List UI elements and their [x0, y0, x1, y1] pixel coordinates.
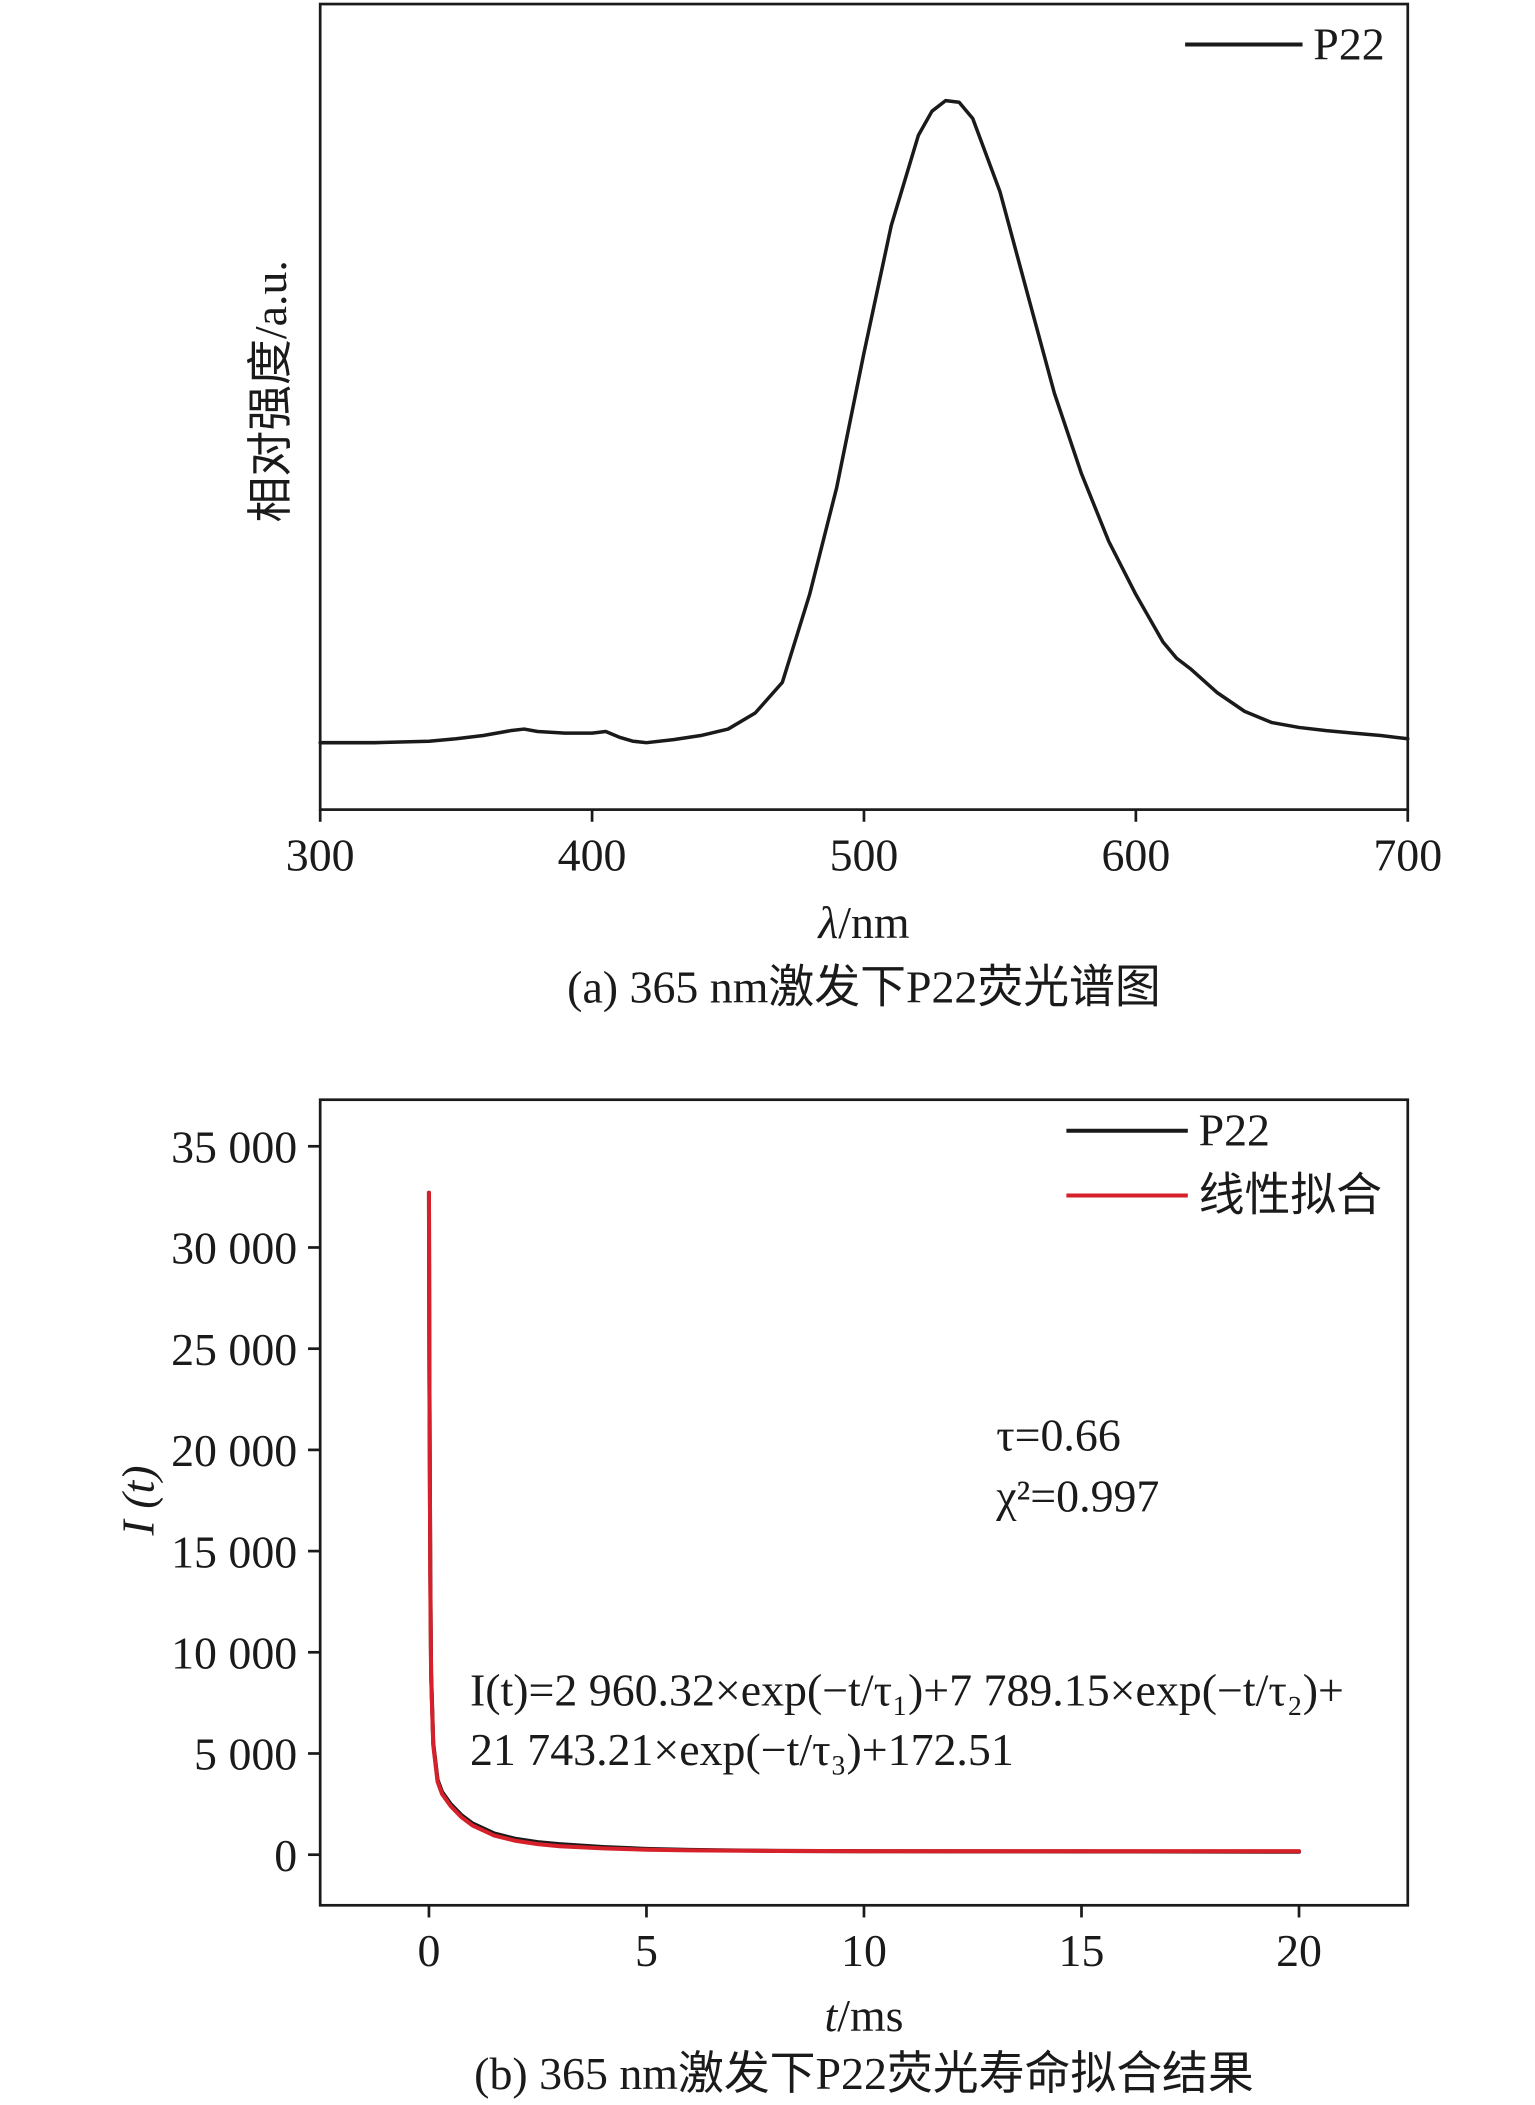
figure-caption: (b) 365 nm激发下P22荧光寿命拟合结果: [474, 2048, 1254, 2099]
fit-equation-line-2: 21 743.21×exp(−t/τ₃)+172.51: [470, 1724, 1014, 1775]
x-axis-symbol: λ: [816, 897, 838, 948]
x-tick-label: 700: [1373, 829, 1442, 880]
x-axis-label: λ/nm: [816, 897, 909, 948]
chart-a-spectrum: 300 400 500 600 700 P22 相对强度/a.u. λ/nm (a) 36…: [245, 2, 1442, 1013]
y-tick-label: 15 000: [171, 1526, 297, 1577]
x-tick-label: 400: [558, 829, 627, 880]
y-tick-label: 5 000: [194, 1729, 297, 1780]
plot-area: 0 5 10 15 20 0 5 000 10 000 15 000 20 000 25 000 30…: [171, 1105, 1382, 1976]
y-tick-label: 20 000: [171, 1425, 297, 1476]
y-tick-label: 25 000: [171, 1324, 297, 1375]
legend-label: P22: [1199, 1105, 1270, 1156]
x-axis-unit: /nm: [838, 897, 909, 948]
x-tick-label: 600: [1101, 829, 1170, 880]
y-tick-label: 35 000: [171, 1121, 297, 1172]
chi-square-annotation: χ²=0.997: [995, 1470, 1159, 1521]
x-tick-label: 500: [830, 829, 899, 880]
y-tick-label: 0: [274, 1830, 297, 1881]
plot-frame: [318, 2, 1410, 811]
legend-label: 线性拟合: [1199, 1169, 1382, 1220]
x-tick-label: 5: [635, 1925, 658, 1976]
y-tick-label: 30 000: [171, 1223, 297, 1274]
chart-b-lifetime: 0 5 10 15 20 0 5 000 10 000 15 000 20 000 25 000 30…: [113, 1098, 1410, 2099]
x-tick-label: 300: [286, 829, 355, 880]
x-tick-label: 20: [1276, 1925, 1322, 1976]
legend-label: P22: [1313, 18, 1384, 69]
x-tick-label: 15: [1059, 1925, 1105, 1976]
figure-caption: (a) 365 nm激发下P22荧光谱图: [567, 962, 1161, 1013]
y-axis-label: 相对强度/a.u.: [245, 260, 296, 522]
x-tick-label: 0: [417, 1925, 440, 1976]
series-line-fit: [426, 1190, 1302, 1854]
y-tick-label: 10 000: [171, 1627, 297, 1678]
fit-equation-line-1: I(t)=2 960.32×exp(−t/τ₁)+7 789.15×exp(−t…: [470, 1665, 1344, 1716]
y-axis-label: I (t): [113, 1465, 164, 1536]
series-line-p22: [318, 98, 1410, 745]
x-axis-unit: /ms: [837, 1990, 903, 2041]
plot-frame: [318, 1098, 1410, 1907]
x-axis-symbol: t: [824, 1990, 838, 2041]
x-tick-label: 10: [841, 1925, 887, 1976]
x-axis-label: t/ms: [824, 1990, 903, 2041]
tau-annotation: τ=0.66: [996, 1410, 1121, 1461]
plot-area: 300 400 500 600 700 P22: [286, 18, 1442, 880]
